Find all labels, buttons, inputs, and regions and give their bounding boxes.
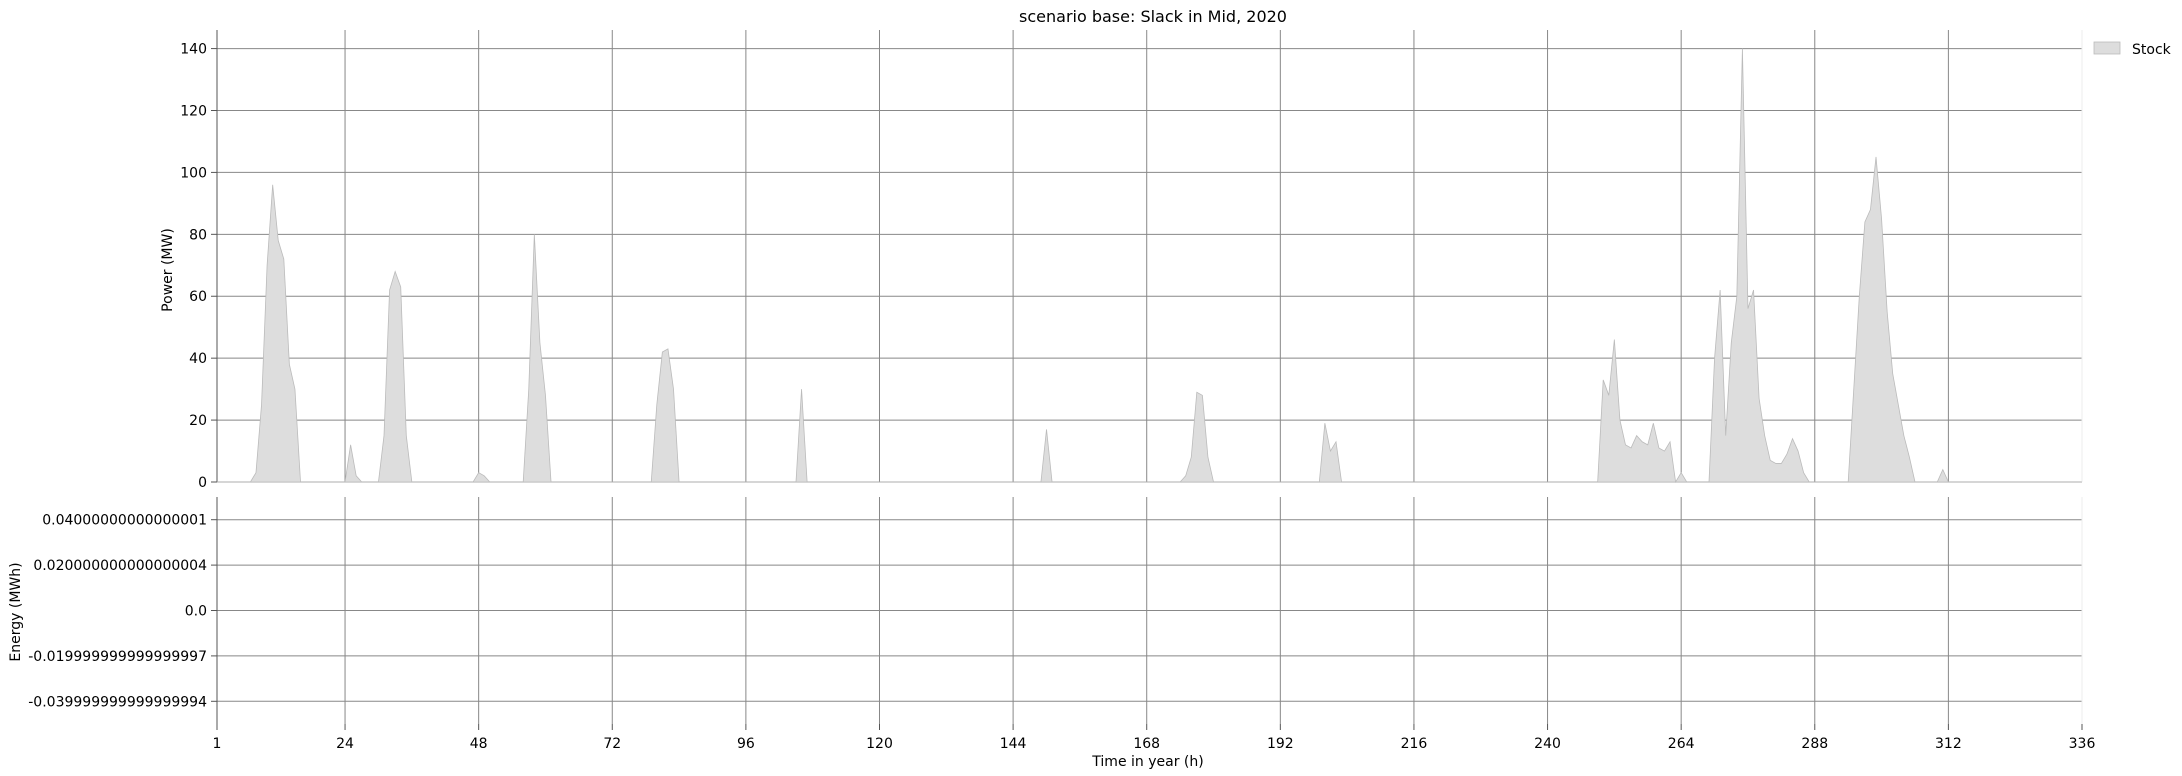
chart-title: scenario base: Slack in Mid, 2020 [1019, 7, 1287, 26]
x-tick-label: 192 [1267, 736, 1294, 752]
x-tick-label: 120 [866, 736, 893, 752]
power-y-tick-label: 80 [189, 227, 207, 243]
legend-label-stock: Stock [2132, 42, 2172, 58]
power-y-tick-label: 40 [189, 351, 207, 367]
x-tick-labels: 1 24 48 72 96 120 144 168 192 216 240 264 288 312 336 [213, 724, 2096, 752]
power-y-tick-label: 20 [189, 413, 207, 429]
x-tick-label: 144 [1000, 736, 1027, 752]
series-area-stock [217, 48, 2082, 484]
power-plot-area [217, 48, 2082, 484]
x-tick-label: 72 [603, 736, 621, 752]
power-y-tick-label: 100 [180, 165, 207, 181]
energy-y-tick-label: -0.019999999999999997 [28, 649, 207, 665]
energy-plot-grid [216, 497, 2083, 724]
power-y-tick-label: 140 [180, 42, 207, 58]
legend: Stock [2093, 41, 2172, 58]
energy-y-tick-label: 0.04000000000000001 [42, 513, 207, 529]
power-y-tick-labels: 0 20 40 60 80 100 120 140 [180, 42, 217, 491]
x-tick-label: 312 [1935, 736, 1962, 752]
energy-y-axis-label: Energy (MWh) [8, 562, 24, 661]
x-tick-label: 216 [1401, 736, 1428, 752]
x-tick-label: 336 [2069, 736, 2096, 752]
energy-y-tick-label: 0.020000000000000004 [33, 558, 207, 574]
x-tick-label: 264 [1668, 736, 1695, 752]
energy-y-tick-label: -0.039999999999999994 [28, 694, 207, 710]
power-y-tick-label: 0 [198, 475, 207, 491]
x-tick-label: 96 [737, 736, 755, 752]
x-tick-label: 288 [1801, 736, 1828, 752]
x-tick-label: 24 [336, 736, 354, 752]
energy-y-tick-labels: -0.039999999999999994 -0.0199999999999999… [28, 513, 217, 710]
legend-swatch-stock [2093, 41, 2121, 55]
power-y-tick-label: 60 [189, 289, 207, 305]
x-tick-label: 240 [1534, 736, 1561, 752]
energy-y-tick-label: 0.0 [185, 604, 207, 620]
x-tick-label: 1 [213, 736, 222, 752]
x-tick-label: 168 [1133, 736, 1160, 752]
x-axis-label: Time in year (h) [1091, 754, 1203, 770]
power-y-axis-label: Power (MW) [160, 228, 176, 312]
power-y-tick-label: 120 [180, 103, 207, 119]
x-tick-label: 48 [470, 736, 488, 752]
power-plot-grid [216, 30, 2083, 483]
